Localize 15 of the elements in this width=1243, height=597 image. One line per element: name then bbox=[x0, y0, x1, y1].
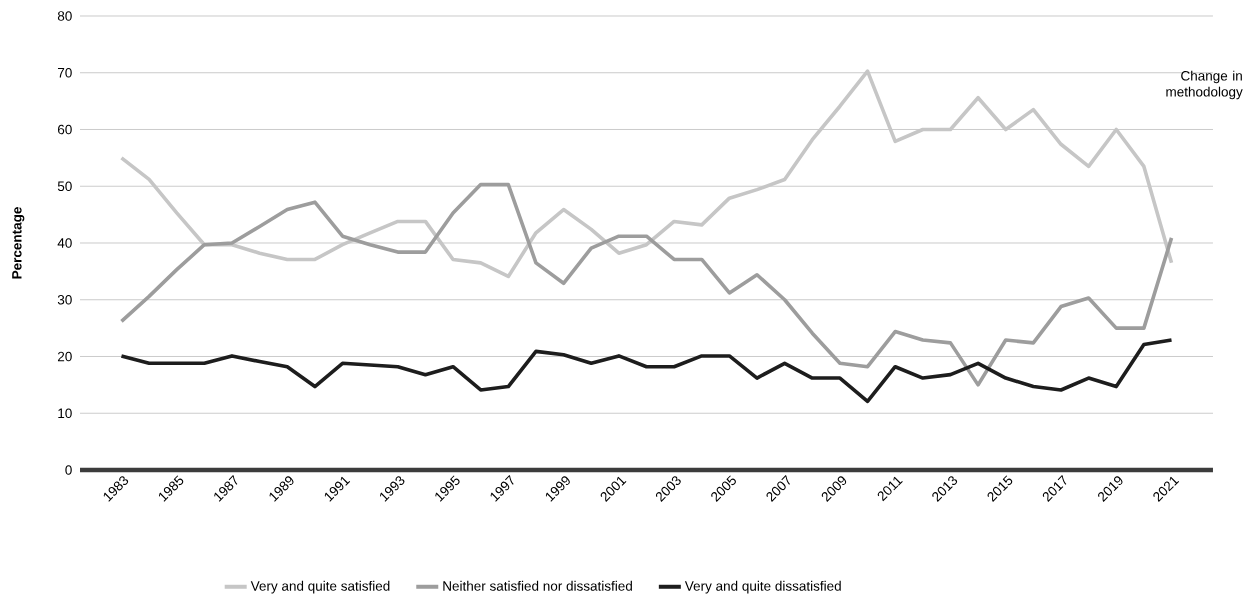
y-tick-label: 0 bbox=[65, 465, 72, 475]
y-tick-label: 80 bbox=[57, 11, 72, 21]
y-tick-label: 50 bbox=[57, 181, 72, 192]
line-series bbox=[119, 182, 1174, 387]
y-tick-label: 40 bbox=[57, 238, 72, 248]
legend-label: Very and quite satisfied bbox=[250, 581, 390, 594]
y-tick-label: 70 bbox=[57, 68, 72, 78]
legend-label: Very and quite dissatisfied bbox=[684, 581, 841, 594]
y-axis-title: Percentage bbox=[12, 207, 25, 279]
annotation: Change in methodology bbox=[1166, 70, 1243, 100]
legend-label: Neither satisfied nor dissatisfied bbox=[443, 581, 632, 591]
y-tick-label: 60 bbox=[57, 124, 72, 135]
y-tick-label: 10 bbox=[58, 408, 72, 419]
y-tick-label: 20 bbox=[57, 351, 72, 362]
y-tick-label: 30 bbox=[57, 295, 72, 305]
